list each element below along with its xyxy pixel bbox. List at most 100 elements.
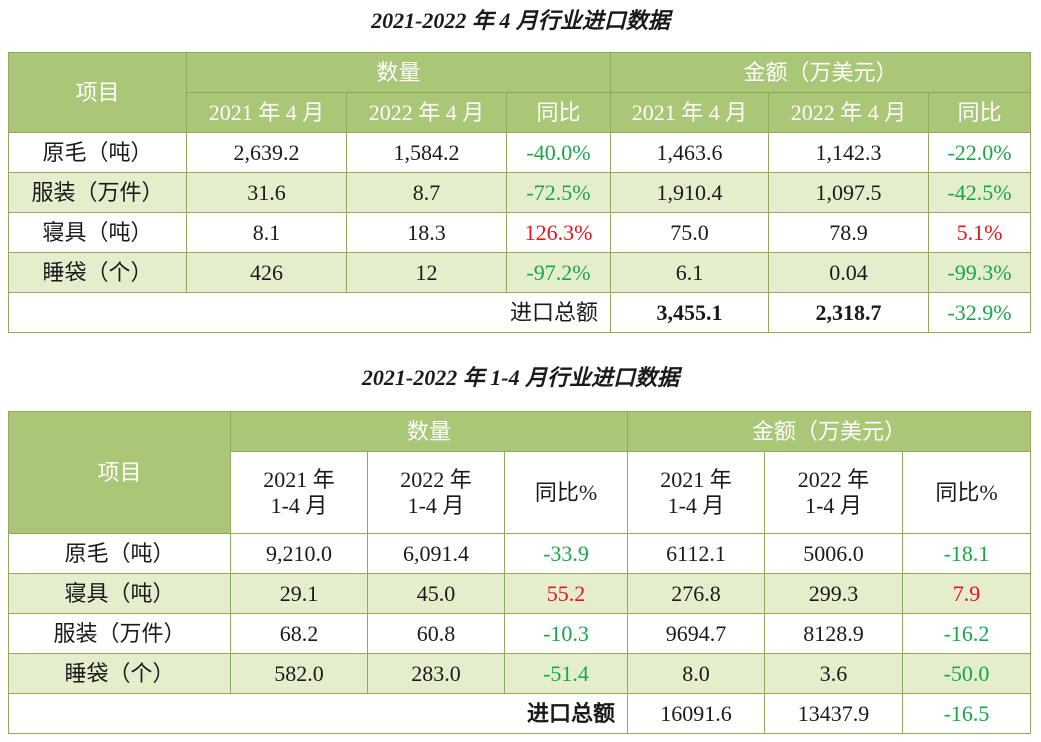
total-cell: 2,318.7 (768, 292, 930, 333)
header-quantity: 数量 (185, 52, 612, 93)
row-name: 睡袋（个） (8, 252, 187, 293)
cell: 9694.7 (627, 613, 766, 654)
row-name: 寝具（吨） (8, 573, 231, 614)
cell: 9,210.0 (230, 533, 368, 574)
header-col: 2022 年 1-4 月 (764, 451, 904, 534)
row-name: 寝具（吨） (8, 212, 187, 253)
cell: 60.8 (367, 613, 505, 654)
table-row: 原毛（吨） 9,210.0 6,091.4 -33.9 6112.1 5006.… (8, 533, 1032, 574)
total-row: 进口总额 3,455.1 2,318.7 -32.9% (7, 292, 1032, 333)
cell: 12 (346, 252, 507, 293)
cell-yoy: -42.5% (928, 172, 1032, 213)
cell: 29.1 (230, 573, 368, 614)
cell: 45.0 (367, 573, 505, 614)
row-name: 睡袋（个） (8, 653, 231, 694)
cell: 1,142.3 (768, 132, 930, 173)
total-label: 进口总额 (7, 693, 629, 734)
header-col-period: 1-4 月 (270, 492, 328, 518)
table-row: 服装（万件） 68.2 60.8 -10.3 9694.7 8128.9 -16… (8, 613, 1032, 654)
cell-yoy: -99.3% (928, 252, 1032, 293)
cell: 6.1 (610, 252, 770, 293)
total-cell: 3,455.1 (610, 292, 770, 333)
table-row: 寝具（吨） 29.1 45.0 55.2 276.8 299.3 7.9 (8, 573, 1032, 614)
cell-yoy: -22.0% (928, 132, 1032, 173)
cell: 8128.9 (764, 613, 904, 654)
cell-yoy: -33.9 (503, 533, 629, 574)
header-col-period: 1-4 月 (407, 492, 465, 518)
cell: 8.7 (346, 172, 507, 213)
cell-yoy: 7.9 (902, 573, 1032, 614)
cell-yoy: -97.2% (505, 252, 612, 293)
row-name: 服装（万件） (8, 172, 187, 213)
total-cell: 13437.9 (764, 693, 904, 734)
header-col: 2021 年 1-4 月 (627, 451, 766, 534)
header-amount: 金额（万美元） (610, 52, 1032, 93)
header-col: 2022 年 4 月 (768, 92, 930, 133)
row-name: 原毛（吨） (8, 132, 187, 173)
cell: 1,097.5 (768, 172, 930, 213)
cell: 283.0 (367, 653, 505, 694)
header-col-year: 2022 年 (797, 467, 870, 493)
cell: 8.1 (186, 212, 347, 253)
cell: 6112.1 (627, 533, 766, 574)
total-yoy: -16.5 (902, 693, 1032, 734)
cell-yoy: -51.4 (503, 653, 629, 694)
total-row: 进口总额 16091.6 13437.9 -16.5 (7, 693, 1032, 734)
header-col: 2021 年 4 月 (186, 92, 347, 133)
cell: 5006.0 (764, 533, 904, 574)
header-col: 2022 年 1-4 月 (367, 451, 505, 534)
total-cell: 16091.6 (627, 693, 766, 734)
ytd-import-table: 项目 数量 金额（万美元） 2021 年 1-4 月 2022 年 1-4 月 同比… (7, 411, 1032, 734)
cell: 68.2 (230, 613, 368, 654)
table-row: 睡袋（个） 426 12 -97.2% 6.1 0.04 -99.3% (8, 252, 1032, 293)
header-col: 2021 年 1-4 月 (230, 451, 368, 534)
table1-title: 2021-2022 年 4 月行业进口数据 (371, 8, 670, 33)
header-col: 同比% (902, 451, 1032, 534)
header-col-period: 1-4 月 (805, 492, 862, 518)
header-col-year: 2021 年 (660, 467, 732, 493)
cell: 276.8 (627, 573, 766, 614)
header-amount: 金额（万美元） (627, 411, 1032, 452)
header-col: 同比% (503, 451, 629, 534)
cell-yoy: 5.1% (928, 212, 1032, 253)
row-name: 服装（万件） (8, 613, 231, 654)
header-col: 2021 年 4 月 (610, 92, 770, 133)
cell: 8.0 (627, 653, 766, 694)
cell-yoy: -10.3 (503, 613, 629, 654)
header-col: 同比 (505, 92, 612, 133)
cell: 3.6 (764, 653, 904, 694)
cell: 426 (186, 252, 347, 293)
cell-yoy: -40.0% (505, 132, 612, 173)
cell: 31.6 (186, 172, 347, 213)
table-row: 睡袋（个） 582.0 283.0 -51.4 8.0 3.6 -50.0 (8, 653, 1032, 694)
cell: 18.3 (346, 212, 507, 253)
cell: 75.0 (610, 212, 770, 253)
row-name: 原毛（吨） (8, 533, 231, 574)
header-col-year: 2021 年 (263, 467, 335, 493)
table-row: 服装（万件） 31.6 8.7 -72.5% 1,910.4 1,097.5 -… (8, 172, 1032, 213)
header-col: 2022 年 4 月 (346, 92, 507, 133)
cell-yoy: -16.2 (902, 613, 1032, 654)
cell: 582.0 (230, 653, 368, 694)
cell: 6,091.4 (367, 533, 505, 574)
header-col-period: 1-4 月 (667, 492, 725, 518)
cell: 1,584.2 (346, 132, 507, 173)
cell: 78.9 (768, 212, 930, 253)
cell: 299.3 (764, 573, 904, 614)
cell-yoy: 55.2 (503, 573, 629, 614)
cell: 1,910.4 (610, 172, 770, 213)
cell-yoy: -72.5% (505, 172, 612, 213)
header-quantity: 数量 (229, 411, 629, 452)
cell-yoy: -50.0 (902, 653, 1032, 694)
table-row: 寝具（吨） 8.1 18.3 126.3% 75.0 78.9 5.1% (8, 212, 1032, 253)
cell-yoy: -18.1 (902, 533, 1032, 574)
header-item: 项目 (8, 411, 231, 534)
header-col: 同比 (928, 92, 1032, 133)
header-item: 项目 (8, 52, 187, 133)
table-row: 原毛（吨） 2,639.2 1,584.2 -40.0% 1,463.6 1,1… (8, 132, 1032, 173)
cell: 2,639.2 (186, 132, 347, 173)
total-label: 进口总额 (7, 292, 612, 333)
total-yoy: -32.9% (928, 292, 1032, 333)
cell-yoy: 126.3% (505, 212, 612, 253)
table2-title: 2021-2022 年 1-4 月行业进口数据 (361, 365, 680, 390)
